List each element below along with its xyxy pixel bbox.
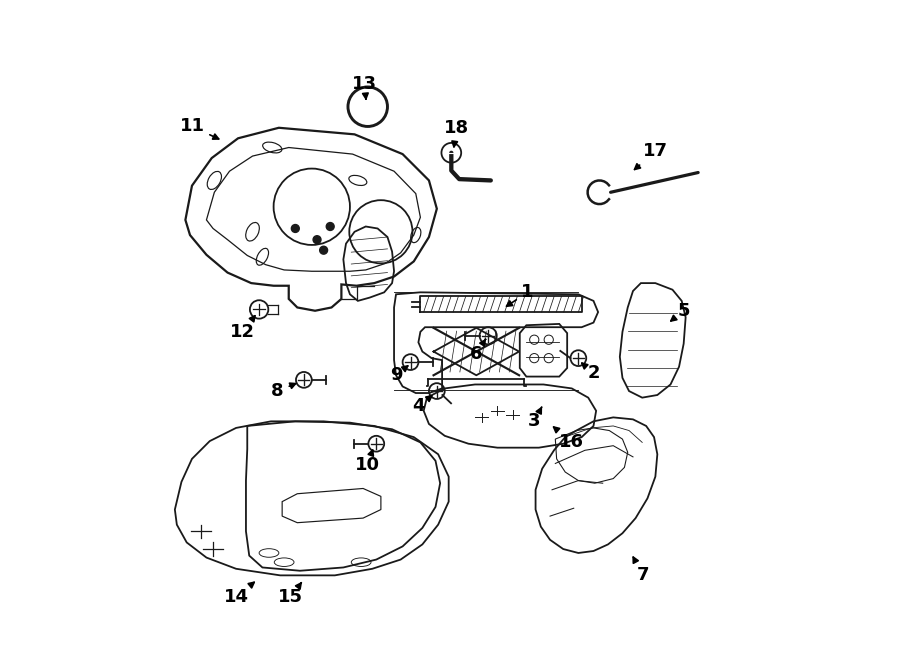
- Text: 18: 18: [444, 119, 469, 147]
- Text: 12: 12: [230, 316, 256, 341]
- Text: 3: 3: [528, 407, 542, 430]
- Text: 14: 14: [223, 582, 254, 606]
- Circle shape: [320, 247, 328, 254]
- Text: 9: 9: [390, 366, 408, 384]
- Text: 17: 17: [634, 143, 668, 169]
- Circle shape: [327, 223, 334, 231]
- Text: 8: 8: [271, 382, 295, 400]
- Text: 5: 5: [670, 302, 690, 321]
- Text: 13: 13: [352, 75, 377, 99]
- Text: 4: 4: [412, 396, 432, 415]
- Text: 1: 1: [507, 284, 534, 306]
- Text: 16: 16: [554, 427, 584, 451]
- Text: 15: 15: [278, 583, 303, 606]
- Circle shape: [292, 225, 300, 233]
- Text: 7: 7: [634, 557, 649, 584]
- Text: 10: 10: [355, 450, 380, 475]
- Text: 6: 6: [470, 339, 486, 362]
- Circle shape: [313, 236, 321, 244]
- Text: 2: 2: [581, 363, 599, 382]
- Text: 11: 11: [179, 118, 219, 139]
